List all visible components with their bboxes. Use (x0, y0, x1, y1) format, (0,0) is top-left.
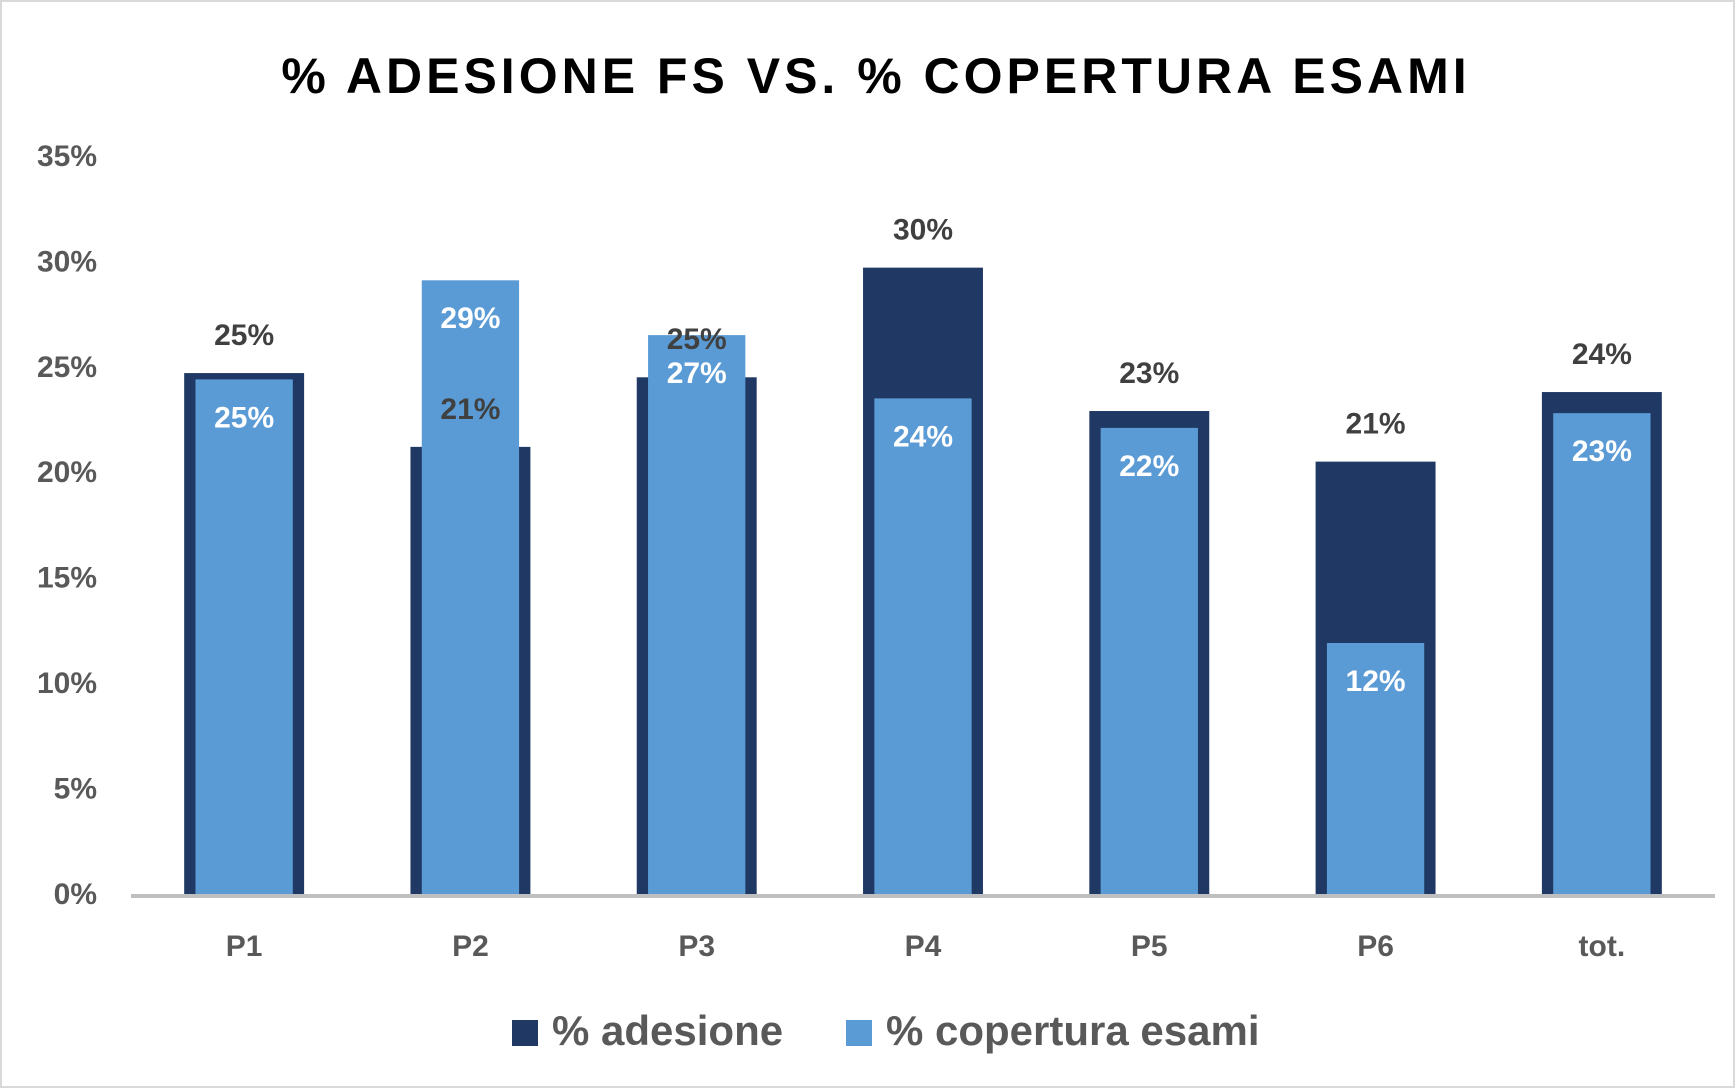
data-label: 22% (1119, 450, 1179, 483)
data-label: 30% (893, 214, 953, 247)
bar (1100, 427, 1198, 896)
legend-label: % copertura esami (886, 1007, 1260, 1054)
x-tick-label: P5 (1131, 930, 1168, 963)
y-tick-label: 20% (37, 456, 97, 489)
data-label: 23% (1572, 435, 1632, 468)
bar (874, 398, 972, 896)
y-tick-label: 30% (37, 245, 97, 278)
bar (421, 280, 520, 897)
legend-swatch (512, 1020, 538, 1046)
data-label: 25% (667, 323, 727, 356)
x-tick-label: P4 (905, 930, 942, 963)
bar (1326, 642, 1425, 896)
y-tick-label: 15% (37, 562, 97, 595)
data-label: 12% (1346, 665, 1406, 698)
data-label: 21% (1346, 408, 1406, 441)
x-tick-label: P2 (452, 930, 489, 963)
data-label: 24% (1572, 338, 1632, 371)
data-label: 21% (440, 393, 500, 426)
y-tick-label: 35% (37, 140, 97, 173)
bar (1553, 413, 1651, 896)
data-label: 25% (214, 401, 274, 434)
y-tick-label: 0% (54, 878, 97, 911)
data-label: 25% (214, 319, 274, 352)
y-tick-label: 10% (37, 667, 97, 700)
data-label: 23% (1119, 357, 1179, 390)
y-tick-label: 5% (54, 772, 97, 805)
x-tick-label: P1 (226, 930, 263, 963)
legend-swatch (846, 1020, 872, 1046)
chart-title: % ADESIONE FS VS. % COPERTURA ESAMI (281, 48, 1470, 104)
legend-label: % adesione (552, 1007, 783, 1054)
bar (648, 335, 746, 896)
x-tick-label: P6 (1357, 930, 1394, 963)
bar (195, 379, 293, 896)
data-label: 27% (667, 357, 727, 390)
x-tick-label: tot. (1579, 930, 1626, 963)
data-label: 24% (893, 420, 953, 453)
data-label: 29% (440, 302, 500, 335)
x-tick-label: P3 (678, 930, 715, 963)
y-tick-label: 25% (37, 351, 97, 384)
